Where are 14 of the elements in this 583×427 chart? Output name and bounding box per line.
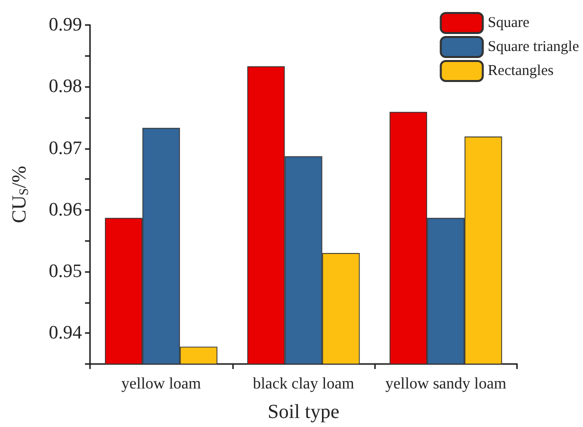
y-tick-label: 0.94 (48, 322, 82, 344)
y-tick-label: 0.96 (48, 199, 82, 220)
y-tick-label: 0.97 (48, 138, 82, 159)
x-tick-label: yellow sandy loam (385, 376, 507, 392)
y-tick-label: 0.98 (48, 76, 82, 98)
legend-label: Square (488, 15, 530, 31)
y-tick-label: 0.99 (48, 14, 82, 36)
y-axis-title: CUS/% (8, 166, 31, 224)
x-tick-label: yellow loam (121, 376, 202, 392)
x-axis-title: Soil type (268, 401, 340, 423)
y-tick-label: 0.95 (48, 261, 82, 282)
legend-label: Square triangle (488, 39, 580, 55)
legend-label: Rectangles (488, 63, 554, 79)
x-tick-label: black clay loam (252, 376, 355, 392)
